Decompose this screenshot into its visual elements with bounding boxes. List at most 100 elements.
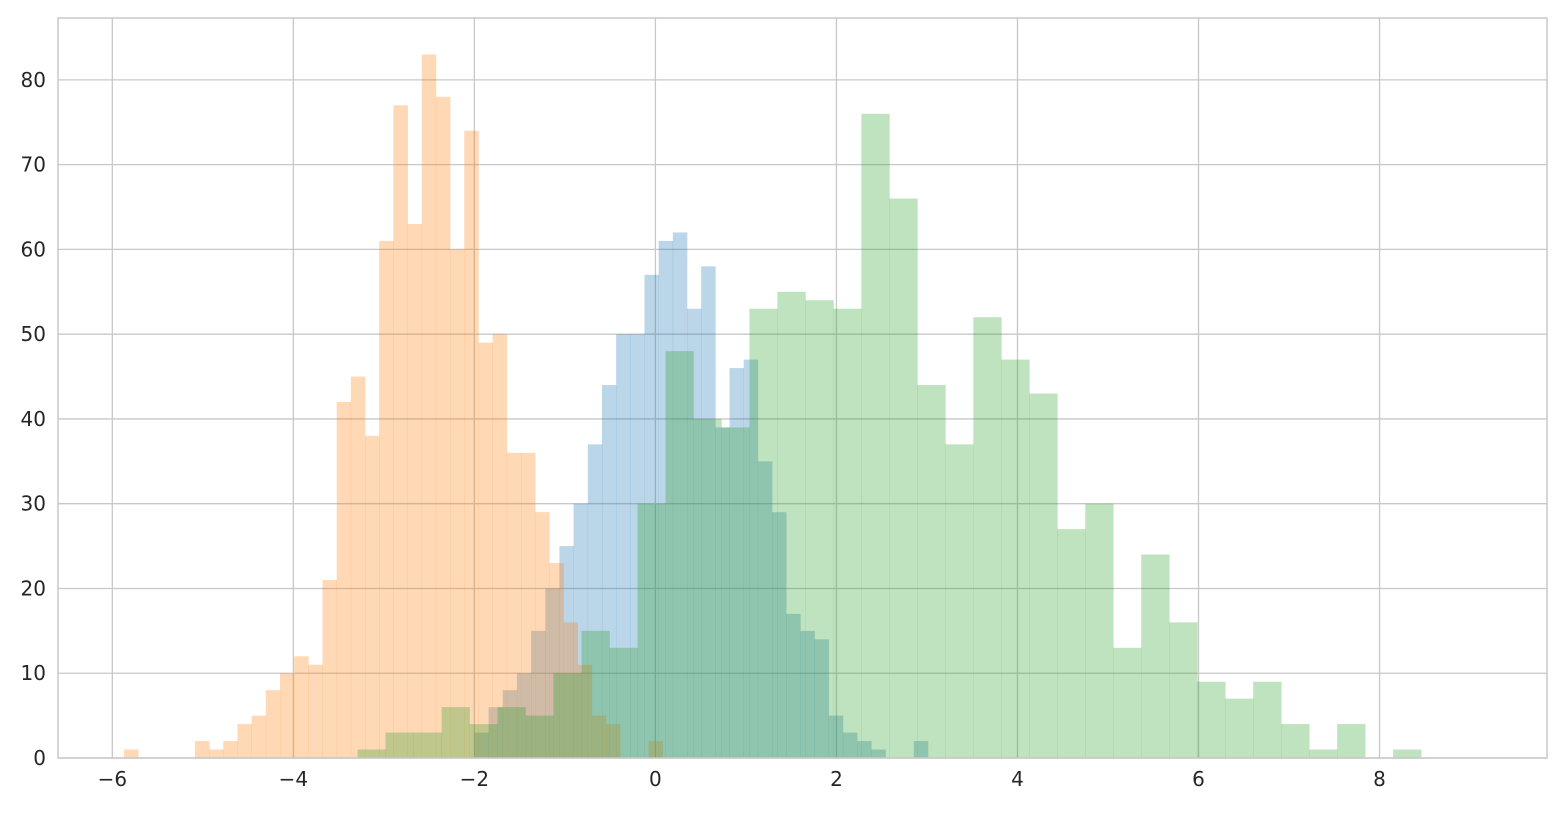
histogram-bar — [559, 546, 574, 758]
histogram-bar — [535, 512, 550, 758]
histogram-bar — [478, 342, 493, 758]
y-tick-label: 30 — [21, 492, 46, 516]
y-axis-ticks: 0 10 20 30 40 50 60 70 80 — [21, 68, 46, 770]
histogram-bar — [350, 376, 366, 758]
histogram-bar — [549, 563, 564, 758]
histogram-bar — [637, 503, 666, 758]
series-3 — [357, 113, 1422, 759]
x-tick-label: −2 — [460, 767, 489, 791]
histogram-bar — [1113, 647, 1142, 758]
histogram-bar — [1085, 503, 1114, 758]
histogram-bar — [777, 291, 806, 758]
y-tick-label: 50 — [21, 322, 46, 346]
histogram-bar — [1225, 698, 1254, 758]
histogram-bar — [658, 240, 674, 758]
histogram-bar — [1309, 749, 1338, 758]
histogram-bar — [441, 707, 470, 758]
x-tick-label: −6 — [98, 767, 127, 791]
histogram-bar — [407, 223, 423, 759]
histogram-bar — [385, 732, 414, 758]
histogram-bar — [1337, 724, 1366, 758]
histogram-bar — [743, 359, 759, 758]
histogram-bar — [616, 334, 631, 758]
histogram-bar — [857, 741, 872, 758]
x-tick-label: 4 — [1011, 767, 1024, 791]
y-tick-label: 10 — [21, 661, 46, 685]
histogram-bar — [581, 630, 610, 758]
histogram-bar — [365, 435, 380, 758]
histogram-bar — [464, 130, 479, 759]
histogram-bar — [587, 444, 603, 758]
histogram-bar — [497, 707, 526, 758]
histogram-bar — [648, 741, 664, 758]
histogram-bar — [1057, 529, 1086, 758]
histogram-bar — [945, 444, 974, 758]
histogram-bar — [308, 664, 323, 758]
histogram-bar — [525, 715, 554, 758]
series-2 — [124, 54, 664, 759]
histogram-bar — [553, 673, 582, 758]
histogram-bar — [721, 427, 750, 758]
x-tick-label: 8 — [1373, 767, 1386, 791]
histogram-bar — [1169, 622, 1198, 758]
histogram-bar — [693, 418, 722, 758]
histogram-bar — [492, 334, 508, 758]
histogram-bar — [520, 452, 536, 758]
histogram-bar — [336, 401, 352, 758]
histogram-bar — [861, 113, 890, 758]
histogram-bar — [672, 232, 688, 758]
histogram-bar — [280, 673, 295, 758]
histogram-bar — [772, 512, 787, 758]
histogram-bar — [630, 334, 645, 758]
histogram-bar — [1253, 681, 1282, 758]
y-tick-label: 70 — [21, 153, 46, 177]
histogram-bar — [322, 579, 338, 758]
histogram-bar — [871, 749, 886, 758]
histogram-bar — [251, 715, 267, 758]
histogram-bar — [1141, 554, 1170, 758]
histogram-bar — [1029, 393, 1058, 758]
series-1 — [474, 232, 929, 758]
histogram-bar — [474, 732, 489, 758]
histogram-bar — [209, 749, 224, 758]
y-tick-label: 60 — [21, 237, 46, 261]
histogram-bar — [450, 249, 465, 758]
histogram-bar — [889, 198, 918, 759]
histogram-bar — [1001, 359, 1030, 758]
x-tick-label: 0 — [649, 767, 662, 791]
histogram-bar — [591, 715, 607, 758]
histogram-bar — [469, 724, 498, 758]
histogram-bar — [828, 715, 844, 758]
histogram-bar — [393, 105, 408, 759]
histogram-bar — [573, 503, 589, 758]
histogram-bar — [665, 351, 694, 758]
y-tick-label: 80 — [21, 68, 46, 92]
histogram-bar — [1197, 681, 1226, 758]
x-axis-ticks: −6 −4 −2 0 2 4 6 8 — [98, 767, 1386, 791]
histogram-bar — [421, 54, 437, 758]
histogram-bar — [729, 368, 745, 758]
histogram-bar — [805, 300, 834, 758]
histogram-bar — [606, 724, 621, 758]
histogram-bar — [833, 308, 862, 758]
histogram-bar — [715, 427, 730, 758]
histogram-bar — [545, 588, 560, 758]
histogram-bar — [413, 732, 442, 758]
histogram-bar — [379, 240, 394, 758]
histogram-bar — [124, 749, 139, 758]
histogram-bar — [701, 266, 716, 758]
x-tick-label: 6 — [1192, 767, 1205, 791]
histogram-bar — [800, 630, 815, 758]
histogram-bar — [1393, 749, 1422, 758]
histogram-bar — [488, 707, 504, 758]
histogram-bar — [973, 317, 1002, 758]
histogram-bar — [644, 274, 659, 758]
histogram-bar — [237, 724, 252, 758]
histogram-bar — [687, 308, 702, 758]
y-tick-label: 0 — [33, 746, 46, 770]
histogram-bar — [223, 741, 238, 758]
histogram-bar — [357, 749, 386, 758]
histogram-bar — [531, 630, 546, 758]
y-tick-label: 40 — [21, 407, 46, 431]
